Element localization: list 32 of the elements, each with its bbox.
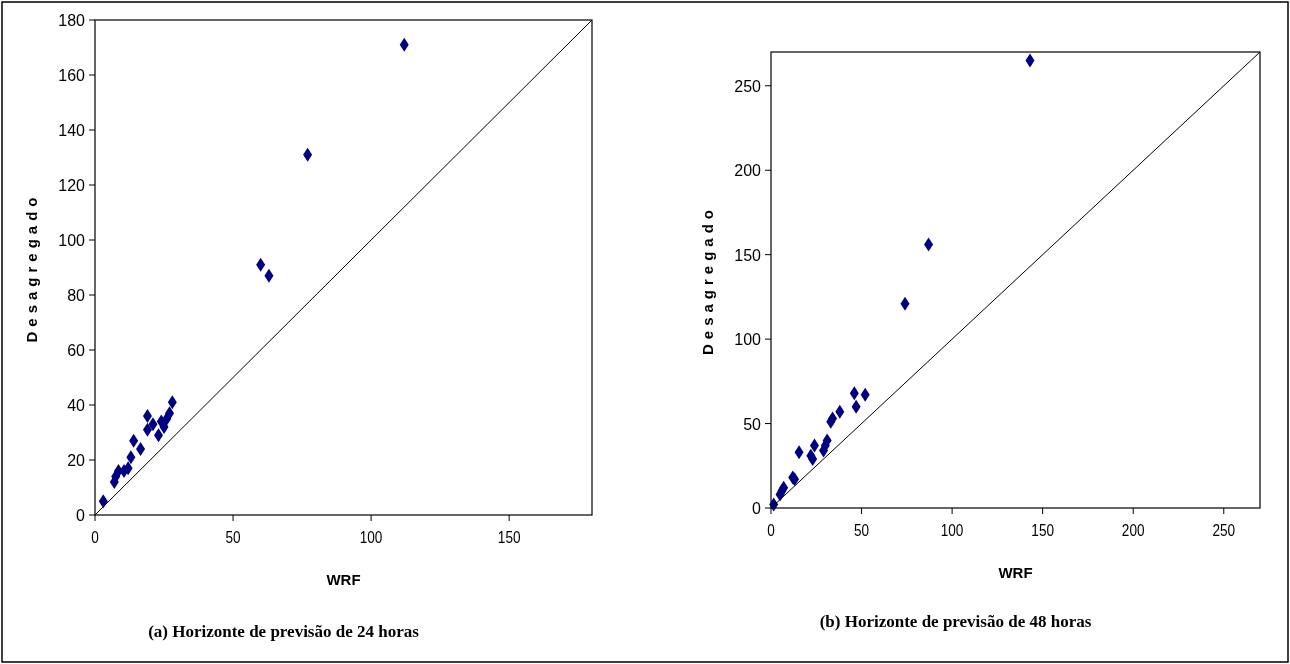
y-tick-label: 60 [67, 342, 86, 359]
y-tick-label: 0 [752, 500, 762, 517]
x-axis-title: WRF [998, 564, 1033, 581]
text: (b) Horizonte de previsão de 48 horas [819, 612, 1092, 631]
y-tick-label: 40 [67, 397, 86, 414]
x-tick-label: 50 [225, 528, 241, 547]
x-tick-label: 150 [497, 528, 521, 547]
x-tick-label: 100 [940, 521, 964, 540]
x-tick-label: 100 [359, 528, 383, 547]
y-tick-label: 160 [58, 67, 86, 84]
x-tick-label: 50 [854, 521, 870, 540]
y-tick-label: 50 [743, 415, 762, 433]
y-axis-title: Desagregado [699, 204, 716, 356]
y-tick-label: 100 [734, 331, 762, 349]
x-tick-label: 250 [1212, 521, 1236, 540]
text: (a) Horizonte de previsão de 24 horas [148, 622, 420, 641]
x-tick-label: 200 [1121, 521, 1145, 540]
y-tick-label: 150 [734, 246, 762, 264]
y-tick-label: 140 [58, 122, 86, 139]
x-tick-label: 0 [767, 521, 775, 540]
y-tick-label: 20 [67, 452, 86, 469]
x-tick-label: 0 [91, 528, 99, 547]
y-tick-label: 200 [734, 162, 762, 180]
y-tick-label: 180 [58, 12, 86, 29]
y-tick-label: 100 [58, 232, 86, 249]
y-tick-label: 120 [58, 177, 86, 194]
y-tick-label: 0 [76, 507, 86, 524]
y-tick-label: 250 [734, 77, 762, 95]
y-axis-title: Desagregado [23, 192, 40, 343]
y-tick-label: 80 [67, 287, 86, 304]
x-axis-title: WRF [326, 571, 361, 588]
x-tick-label: 150 [1031, 521, 1054, 540]
